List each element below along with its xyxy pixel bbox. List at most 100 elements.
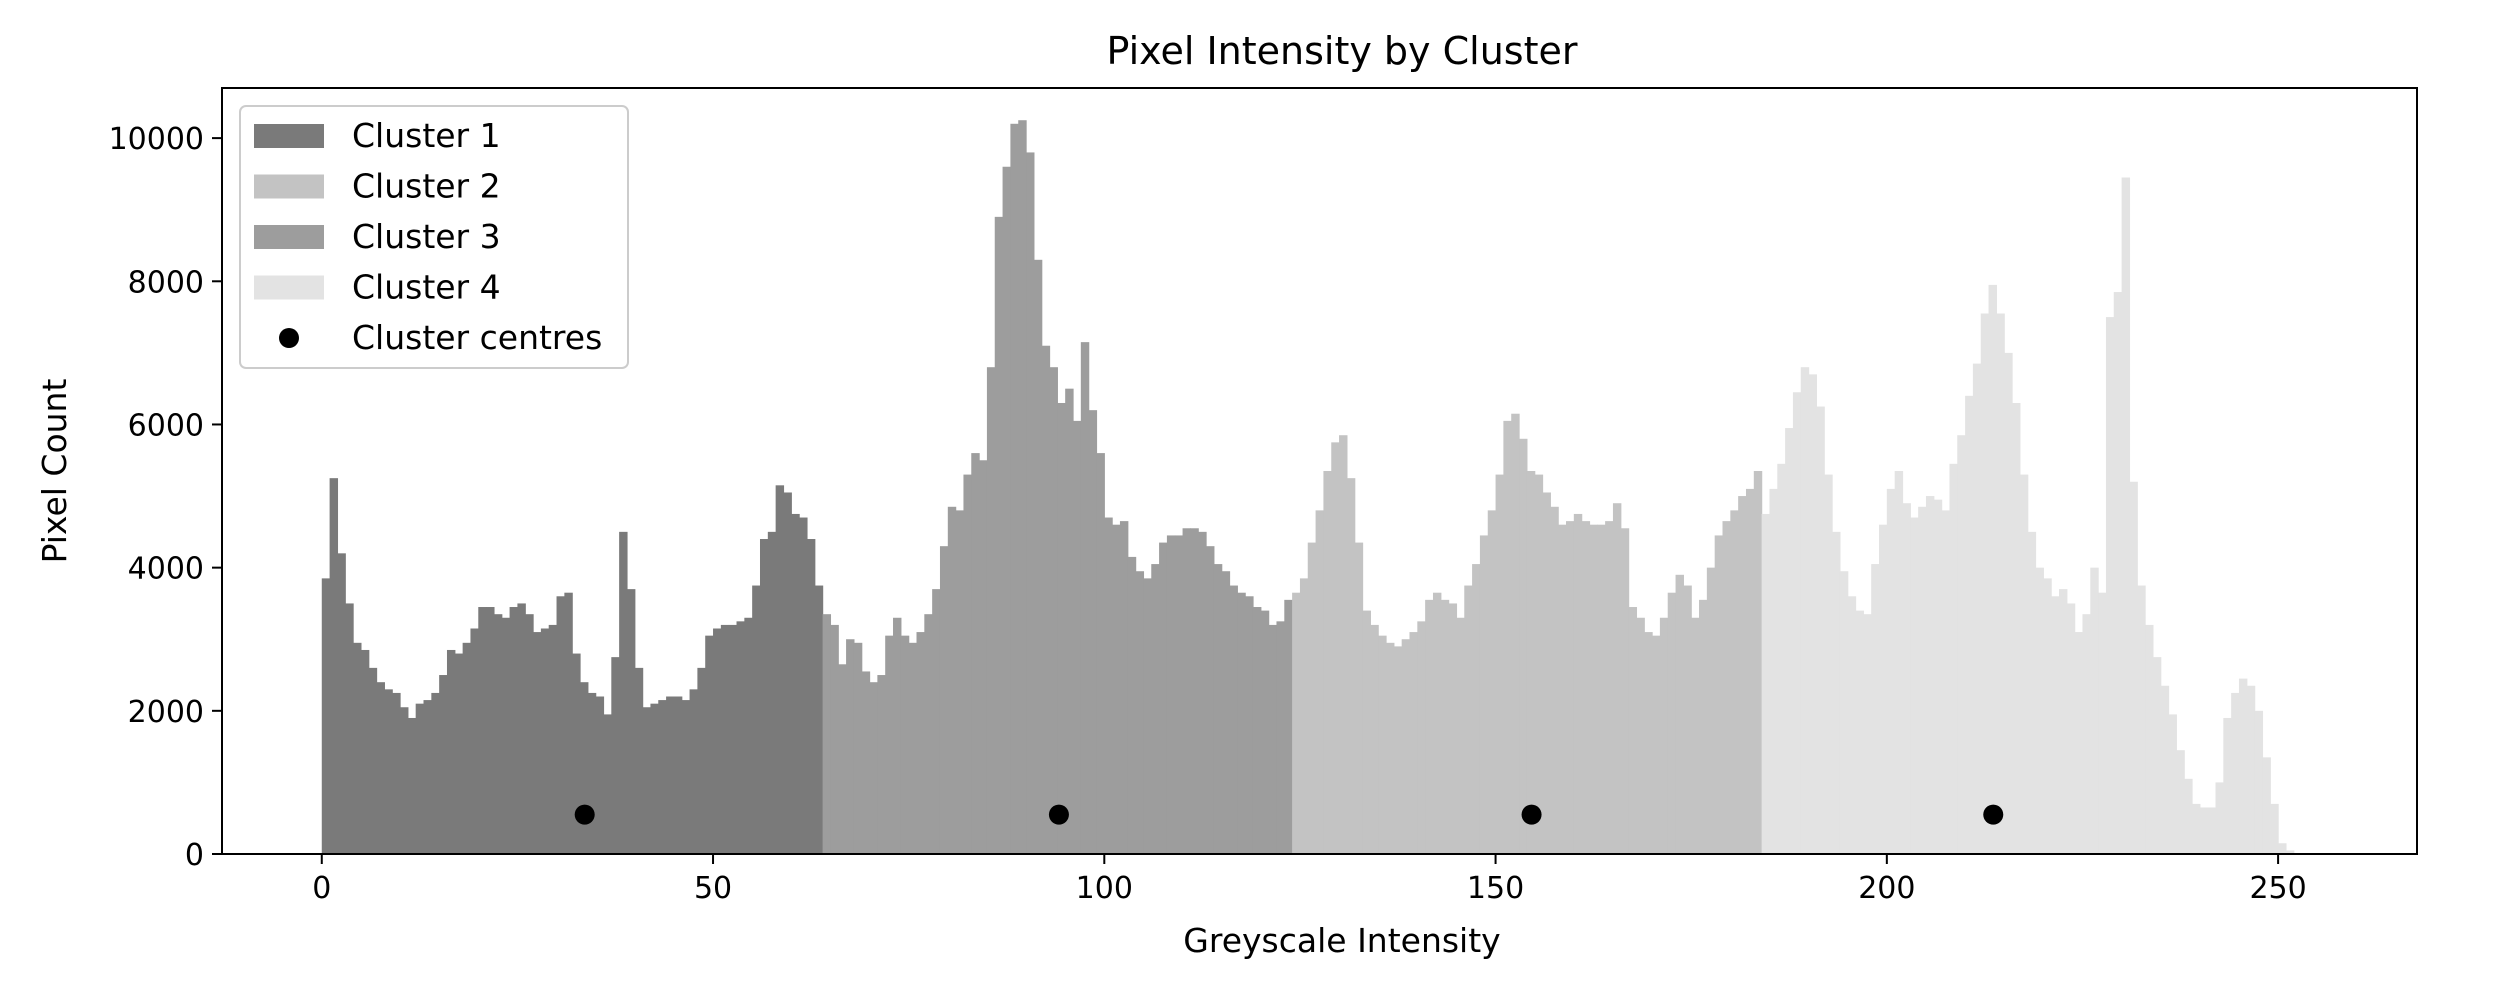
bar-cluster-1 bbox=[525, 614, 534, 854]
bar-cluster-4 bbox=[2160, 685, 2170, 854]
bar-cluster-2 bbox=[1213, 564, 1223, 854]
bar-cluster-4 bbox=[1965, 395, 1974, 854]
cluster-centre-point bbox=[1983, 804, 2004, 825]
bar-cluster-2 bbox=[932, 589, 941, 854]
bar-cluster-2 bbox=[1018, 120, 1027, 854]
bar-cluster-3 bbox=[1542, 492, 1551, 854]
bar-cluster-2 bbox=[877, 675, 886, 854]
bar-cluster-1 bbox=[478, 607, 487, 854]
bar-cluster-3 bbox=[1612, 503, 1622, 854]
bar-cluster-2 bbox=[1096, 453, 1105, 854]
bar-cluster-4 bbox=[2184, 778, 2193, 854]
bar-cluster-1 bbox=[634, 667, 644, 854]
bar-cluster-2 bbox=[971, 453, 980, 854]
bar-cluster-4 bbox=[2262, 757, 2271, 854]
bar-cluster-1 bbox=[666, 696, 675, 854]
bar-cluster-3 bbox=[1550, 506, 1559, 854]
bar-cluster-2 bbox=[955, 510, 965, 854]
y-axis-label: Pixel Count bbox=[35, 379, 74, 564]
bar-cluster-1 bbox=[360, 649, 370, 854]
bar-cluster-4 bbox=[1839, 571, 1849, 854]
bar-cluster-4 bbox=[2285, 850, 2295, 854]
bar-cluster-4 bbox=[1785, 428, 1794, 854]
bar-cluster-3 bbox=[1519, 438, 1528, 854]
bar-cluster-4 bbox=[2105, 317, 2115, 855]
bar-cluster-3 bbox=[1691, 617, 1700, 854]
bar-cluster-4 bbox=[2051, 596, 2060, 854]
bar-cluster-3 bbox=[1299, 578, 1309, 854]
bar-cluster-1 bbox=[752, 585, 761, 854]
bar-cluster-2 bbox=[1127, 556, 1137, 854]
bar-cluster-3 bbox=[1738, 496, 1747, 854]
bar-cluster-3 bbox=[1440, 599, 1450, 854]
bar-cluster-4 bbox=[2113, 292, 2123, 854]
bar-cluster-3 bbox=[1472, 564, 1481, 854]
bar-cluster-3 bbox=[1659, 617, 1669, 854]
bar-cluster-4 bbox=[2012, 402, 2021, 854]
chart-title: Pixel Intensity by Cluster bbox=[1106, 29, 1577, 73]
bar-cluster-4 bbox=[2098, 592, 2107, 854]
bar-cluster-1 bbox=[446, 649, 456, 854]
bar-cluster-3 bbox=[1628, 607, 1638, 854]
bar-cluster-2 bbox=[1260, 610, 1270, 854]
bar-cluster-2 bbox=[908, 642, 918, 854]
bar-cluster-2 bbox=[939, 546, 949, 854]
bar-cluster-3 bbox=[1534, 474, 1544, 854]
bar-cluster-4 bbox=[1988, 284, 1997, 854]
bar-cluster-4 bbox=[1972, 363, 1982, 854]
bar-cluster-1 bbox=[415, 703, 425, 854]
x-tick-label: 50 bbox=[694, 871, 732, 906]
bar-cluster-4 bbox=[2090, 567, 2099, 854]
bar-cluster-4 bbox=[1894, 471, 1904, 854]
bar-cluster-1 bbox=[603, 714, 612, 854]
bar-cluster-1 bbox=[681, 700, 691, 854]
bar-cluster-4 bbox=[1847, 596, 1857, 854]
bar-cluster-4 bbox=[1808, 374, 1818, 854]
bar-cluster-3 bbox=[1566, 521, 1575, 854]
bar-cluster-4 bbox=[2238, 678, 2248, 854]
bar-cluster-3 bbox=[1292, 592, 1301, 854]
bar-cluster-4 bbox=[1910, 517, 1919, 854]
bar-cluster-1 bbox=[744, 617, 753, 854]
bar-cluster-1 bbox=[454, 653, 464, 854]
y-tick-label: 4000 bbox=[128, 552, 204, 587]
bar-cluster-2 bbox=[1245, 596, 1254, 854]
bar-cluster-2 bbox=[1182, 528, 1191, 854]
bar-cluster-2 bbox=[994, 216, 1004, 855]
bar-cluster-2 bbox=[1190, 528, 1199, 854]
bar-cluster-4 bbox=[2074, 632, 2084, 854]
bar-cluster-4 bbox=[2035, 567, 2044, 854]
x-tick-label: 150 bbox=[1467, 871, 1524, 906]
bar-cluster-2 bbox=[1166, 535, 1176, 854]
bar-cluster-4 bbox=[1761, 513, 1771, 854]
bar-cluster-3 bbox=[1699, 599, 1708, 854]
bar-cluster-2 bbox=[1174, 535, 1184, 854]
bar-cluster-1 bbox=[423, 700, 432, 854]
bar-cluster-2 bbox=[1112, 524, 1121, 854]
bar-cluster-3 bbox=[1307, 542, 1317, 854]
bar-cluster-2 bbox=[924, 614, 933, 854]
bar-cluster-1 bbox=[595, 696, 605, 854]
legend-box bbox=[239, 105, 629, 369]
bar-cluster-4 bbox=[2223, 717, 2232, 854]
bar-cluster-1 bbox=[486, 607, 495, 854]
bar-cluster-4 bbox=[2168, 714, 2177, 854]
bar-cluster-3 bbox=[1331, 442, 1340, 854]
bar-cluster-3 bbox=[1401, 639, 1411, 854]
bar-cluster-1 bbox=[806, 539, 816, 854]
bar-cluster-3 bbox=[1526, 471, 1536, 854]
cluster-centre-point bbox=[1521, 804, 1542, 825]
bar-cluster-2 bbox=[1057, 402, 1066, 854]
bar-cluster-1 bbox=[540, 628, 550, 854]
bar-cluster-1 bbox=[353, 642, 362, 854]
bar-cluster-2 bbox=[822, 614, 832, 854]
bar-cluster-4 bbox=[2058, 589, 2068, 854]
bar-cluster-2 bbox=[1284, 599, 1293, 854]
bar-cluster-4 bbox=[2121, 177, 2131, 855]
bar-cluster-4 bbox=[1918, 506, 1927, 854]
bar-cluster-3 bbox=[1652, 635, 1661, 854]
bar-cluster-3 bbox=[1354, 542, 1364, 854]
bar-cluster-3 bbox=[1464, 585, 1473, 854]
bar-cluster-1 bbox=[368, 667, 378, 854]
